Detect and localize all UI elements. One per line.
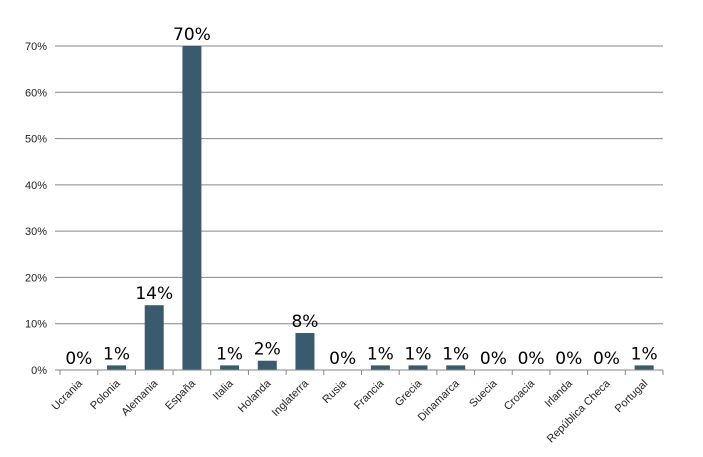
y-tick-label: 50%: [25, 134, 47, 146]
category-label: Polonia: [88, 377, 123, 412]
data-label: 1%: [442, 344, 469, 364]
category-label: Holanda: [236, 377, 274, 415]
bars: [107, 46, 654, 370]
category-label: Ucrania: [50, 377, 86, 413]
category-label: República Checa: [545, 377, 613, 445]
data-label: 1%: [405, 344, 432, 364]
bar: [144, 305, 164, 370]
bar: [446, 365, 466, 370]
data-label: 0%: [65, 349, 92, 369]
y-tick-label: 40%: [25, 180, 47, 192]
data-label: 8%: [291, 312, 318, 332]
category-label: Inglaterra: [270, 377, 312, 419]
bar: [220, 365, 240, 370]
data-label: 2%: [254, 340, 281, 360]
bar: [295, 332, 315, 370]
y-tick-label: 70%: [25, 41, 47, 53]
category-label: Portugal: [613, 378, 650, 415]
bar: [408, 365, 428, 370]
data-labels: 0% 1% 14% 70% 1% 2% 8% 0% 1% 1% 1% 0% 0% 0% 0% 1%: [65, 25, 657, 369]
y-axis-tick-labels: 0% 10% 20% 30% 40% 50% 60% 70%: [25, 41, 47, 377]
category-label: España: [163, 377, 198, 412]
data-label: 0%: [329, 349, 356, 369]
bar: [370, 365, 390, 370]
bar: [634, 365, 654, 370]
data-label: 14%: [135, 284, 173, 304]
category-label: Croacia: [502, 377, 538, 413]
category-label: Alemania: [119, 377, 161, 419]
category-label: Francia: [352, 377, 387, 412]
bar: [257, 360, 277, 370]
y-tick-label: 20%: [25, 272, 47, 284]
data-label: 1%: [367, 344, 394, 364]
category-label: Suecia: [467, 377, 500, 410]
data-label: 70%: [173, 25, 211, 45]
data-label: 1%: [216, 344, 243, 364]
bar: [107, 365, 127, 370]
category-label: Grecia: [393, 377, 425, 409]
category-label: Italia: [211, 377, 237, 403]
category-label: Rusia: [320, 377, 349, 406]
data-label: 0%: [518, 349, 545, 369]
data-label: 0%: [555, 349, 582, 369]
category-label: Irlanda: [543, 377, 576, 410]
data-label: 1%: [631, 344, 658, 364]
y-tick-label: 10%: [25, 319, 47, 331]
y-tick-label: 60%: [25, 87, 47, 99]
data-label: 0%: [593, 349, 620, 369]
y-tick-label: 30%: [25, 226, 47, 238]
category-label: Dinamarca: [416, 377, 463, 424]
data-label: 1%: [103, 344, 130, 364]
y-tick-label: 0%: [31, 365, 47, 377]
data-label: 0%: [480, 349, 507, 369]
bar: [182, 46, 202, 370]
